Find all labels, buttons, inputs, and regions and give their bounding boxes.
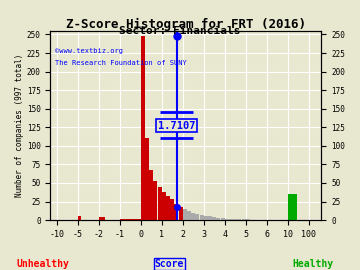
Bar <box>179 207 183 220</box>
Bar <box>212 217 216 220</box>
Bar <box>221 218 225 220</box>
Bar <box>288 194 297 220</box>
Bar <box>199 215 203 220</box>
Bar <box>145 139 149 220</box>
Bar <box>233 219 237 220</box>
Text: ©www.textbiz.org: ©www.textbiz.org <box>55 48 122 54</box>
Text: The Research Foundation of SUNY: The Research Foundation of SUNY <box>55 60 186 66</box>
Bar <box>288 209 297 220</box>
Bar <box>191 213 195 220</box>
Bar <box>141 36 145 220</box>
Text: Unhealthy: Unhealthy <box>17 259 69 269</box>
Bar <box>99 217 105 220</box>
Bar <box>174 204 178 220</box>
Title: Z-Score Histogram for FRT (2016): Z-Score Histogram for FRT (2016) <box>66 18 306 31</box>
Bar <box>149 170 153 220</box>
Bar <box>162 192 166 220</box>
Bar <box>120 219 141 220</box>
Text: Healthy: Healthy <box>293 259 334 269</box>
Bar <box>216 218 220 220</box>
Bar <box>288 211 297 220</box>
Bar <box>208 216 212 220</box>
Bar <box>170 199 174 220</box>
Text: Score: Score <box>154 259 184 269</box>
Bar <box>237 219 241 220</box>
Bar <box>78 216 81 220</box>
Y-axis label: Number of companies (997 total): Number of companies (997 total) <box>15 54 24 197</box>
Bar <box>158 187 162 220</box>
Bar <box>187 211 191 220</box>
Text: 1.7107: 1.7107 <box>158 121 195 131</box>
Bar <box>153 181 157 220</box>
Bar <box>246 219 250 220</box>
Bar <box>204 216 208 220</box>
Bar <box>183 209 187 220</box>
Bar <box>166 196 170 220</box>
Bar <box>229 219 233 220</box>
Bar <box>242 219 246 220</box>
Bar <box>225 219 229 220</box>
Text: Sector: Financials: Sector: Financials <box>119 26 241 36</box>
Bar <box>195 214 199 220</box>
